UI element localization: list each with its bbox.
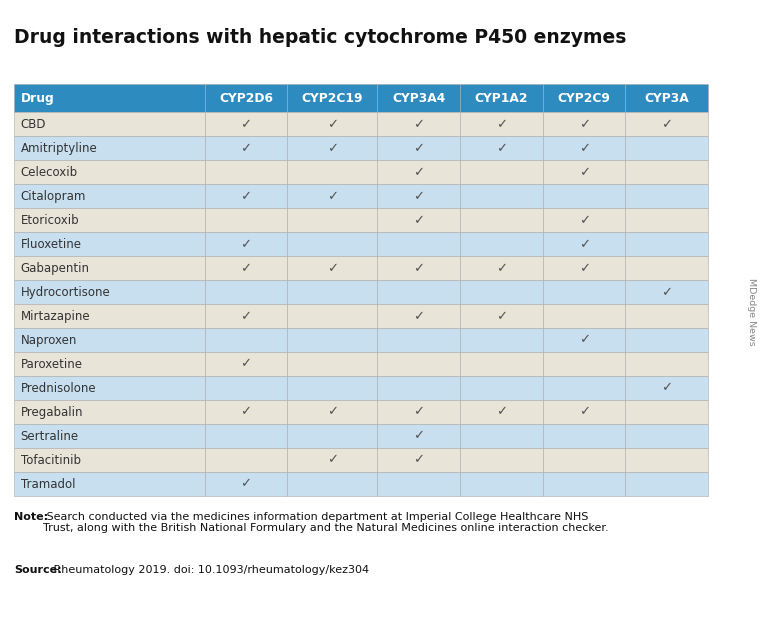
Text: Amitriptyline: Amitriptyline [21,142,98,155]
Text: ✓: ✓ [326,142,338,155]
Text: ✓: ✓ [578,261,590,275]
Text: CYP3A4: CYP3A4 [392,92,445,105]
Text: Gabapentin: Gabapentin [21,261,90,275]
Text: Rheumatology 2019. doi: 10.1093/rheumatology/kez304: Rheumatology 2019. doi: 10.1093/rheumato… [50,565,369,575]
Text: Drug: Drug [21,92,55,105]
Text: Hydrocortisone: Hydrocortisone [21,286,111,299]
Text: CBD: CBD [21,118,46,131]
Text: ✓: ✓ [661,382,673,394]
Text: CYP1A2: CYP1A2 [475,92,528,105]
Text: ✓: ✓ [413,118,424,131]
Text: ✓: ✓ [413,429,424,442]
Text: CYP2D6: CYP2D6 [219,92,273,105]
Text: ✓: ✓ [496,310,507,323]
Text: ✓: ✓ [326,454,338,467]
Text: ✓: ✓ [240,310,251,323]
Text: ✓: ✓ [413,142,424,155]
Text: ✓: ✓ [413,261,424,275]
Text: ✓: ✓ [326,261,338,275]
Text: Naproxen: Naproxen [21,334,77,347]
Text: Tofacitinib: Tofacitinib [21,454,81,467]
Text: ✓: ✓ [496,261,507,275]
Text: ✓: ✓ [413,310,424,323]
Text: Etoricoxib: Etoricoxib [21,213,79,227]
Text: ✓: ✓ [578,166,590,178]
Text: Celecoxib: Celecoxib [21,166,78,178]
Text: ✓: ✓ [413,166,424,178]
Text: ✓: ✓ [578,334,590,347]
Text: ✓: ✓ [240,358,251,371]
Text: Search conducted via the medicines information department at Imperial College He: Search conducted via the medicines infor… [43,512,608,534]
Text: Tramadol: Tramadol [21,477,75,490]
Text: ✓: ✓ [326,406,338,419]
Text: Drug interactions with hepatic cytochrome P450 enzymes: Drug interactions with hepatic cytochrom… [14,28,626,47]
Text: ✓: ✓ [496,406,507,419]
Text: Citalopram: Citalopram [21,190,86,203]
Text: ✓: ✓ [413,213,424,227]
Text: ✓: ✓ [578,142,590,155]
Text: ✓: ✓ [496,142,507,155]
Text: ✓: ✓ [578,238,590,251]
Text: ✓: ✓ [578,118,590,131]
Text: CYP2C9: CYP2C9 [558,92,611,105]
Text: CYP3A: CYP3A [644,92,689,105]
Text: Sertraline: Sertraline [21,429,79,442]
Text: Pregabalin: Pregabalin [21,406,83,419]
Text: ✓: ✓ [578,406,590,419]
Text: Paroxetine: Paroxetine [21,358,83,371]
Text: Mirtazapine: Mirtazapine [21,310,91,323]
Text: ✓: ✓ [240,142,251,155]
Text: Source:: Source: [14,565,61,575]
Text: CYP2C19: CYP2C19 [302,92,363,105]
Text: ✓: ✓ [240,118,251,131]
Text: ✓: ✓ [661,286,673,299]
Text: ✓: ✓ [240,261,251,275]
Text: Prednisolone: Prednisolone [21,382,96,394]
Text: ✓: ✓ [240,190,251,203]
Text: ✓: ✓ [413,406,424,419]
Text: ✓: ✓ [326,118,338,131]
Text: ✓: ✓ [413,454,424,467]
Text: ✓: ✓ [240,238,251,251]
Text: Fluoxetine: Fluoxetine [21,238,81,251]
Text: ✓: ✓ [661,118,673,131]
Text: ✓: ✓ [240,406,251,419]
Text: MDedge News: MDedge News [746,278,756,346]
Text: ✓: ✓ [326,190,338,203]
Text: ✓: ✓ [240,477,251,490]
Text: Note:: Note: [14,512,48,522]
Text: ✓: ✓ [496,118,507,131]
Text: ✓: ✓ [413,190,424,203]
Text: ✓: ✓ [578,213,590,227]
